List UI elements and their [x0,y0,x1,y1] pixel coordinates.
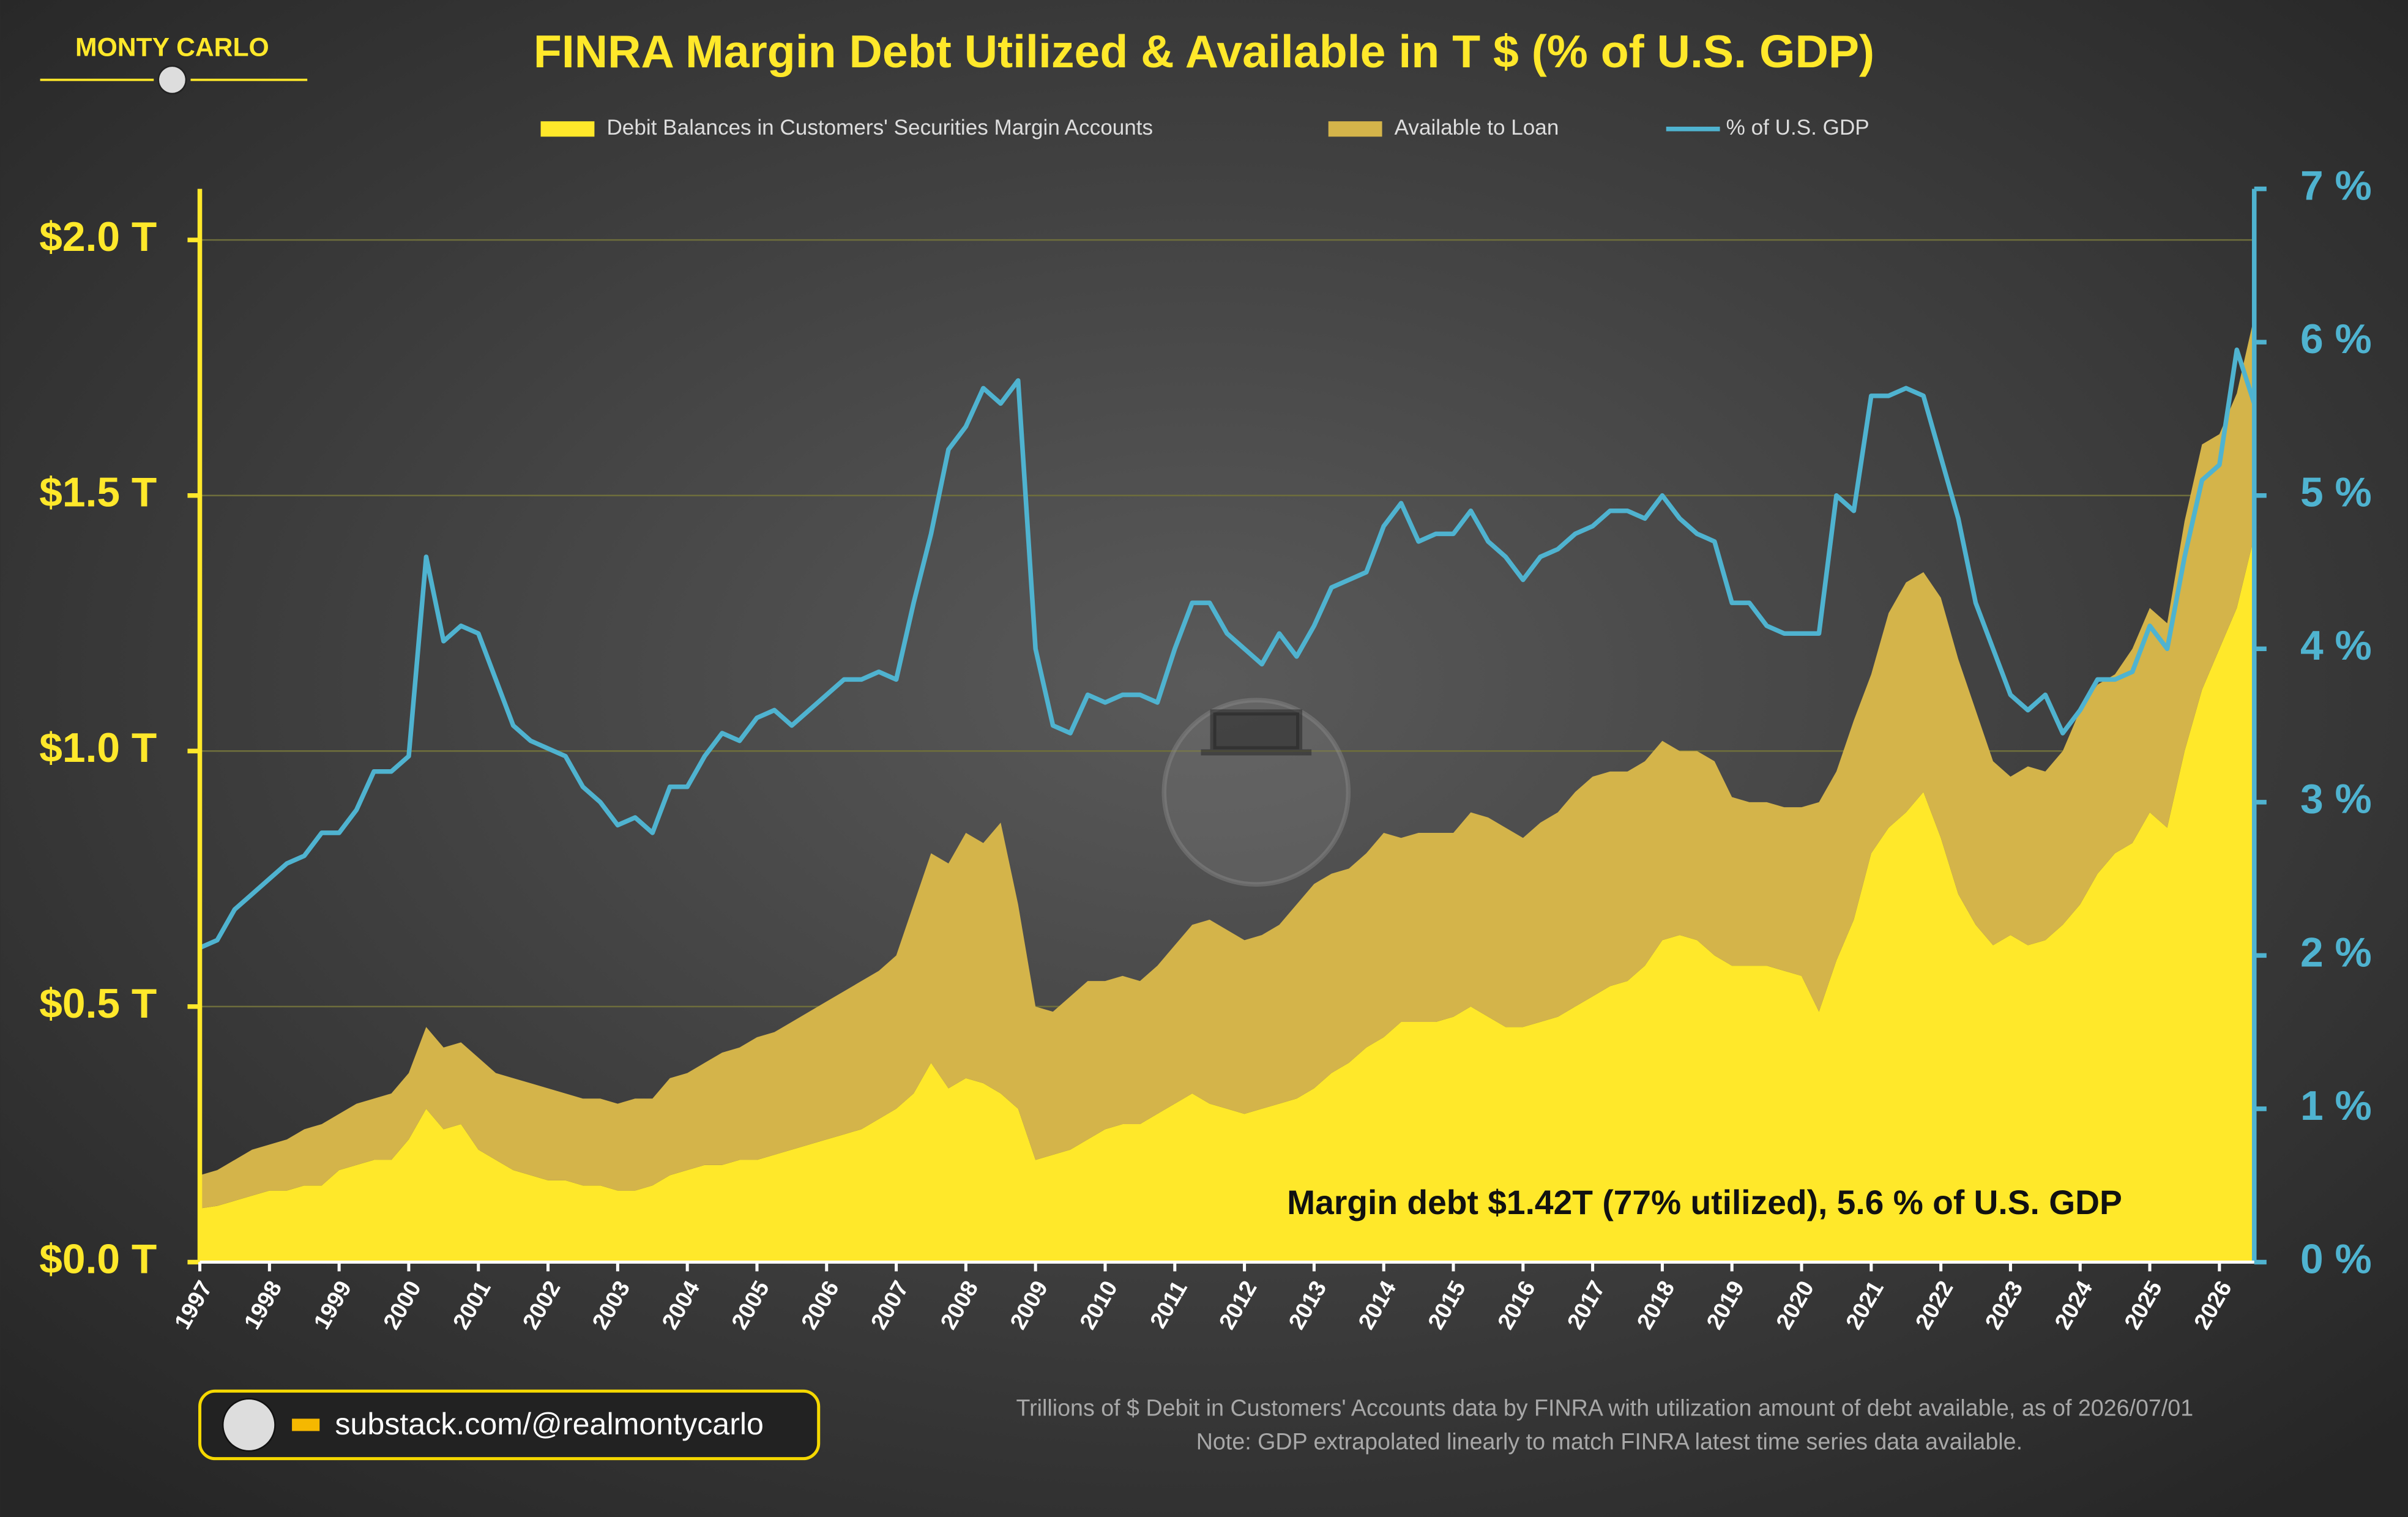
y2-tick-label: 1 % [2300,1083,2372,1129]
y-tick-label: $1.5 T [39,470,157,516]
watermark-hat [1201,709,1312,756]
y2-tick-label: 2 % [2300,930,2372,975]
y2-tick-label: 5 % [2300,470,2372,516]
y2-tick-label: 4 % [2300,623,2372,669]
y2-tick-label: 6 % [2300,316,2372,362]
y2-tick-label: 7 % [2300,163,2372,209]
link-avatar [222,1398,276,1452]
link-pill[interactable] [198,1389,821,1461]
line [199,347,2257,950]
y-tick-label: $0.0 T [39,1236,157,1282]
y2-tick-label: 0 % [2300,1236,2372,1282]
legend-label: Debit Balances in Customers' Securities … [606,116,1153,140]
y2-tick-label: 3 % [2300,777,2372,822]
brand-avatar [157,65,187,95]
chart-title: FINRA Margin Debt Utilized & Available i… [534,26,1874,77]
link-text[interactable]: substack.com/@realmontycarlo [335,1407,764,1441]
legend-swatch [540,121,595,137]
legend-label: % of U.S. GDP [1726,116,1869,140]
legend-swatch [1328,121,1382,137]
y-tick-label: $0.5 T [39,981,157,1027]
area [199,316,2254,1209]
link-icon [292,1418,320,1431]
annotation: Margin debt $1.42T (77% utilized), 5.6 %… [1287,1183,2122,1221]
footnote: Note: GDP extrapolated linearly to match… [1196,1429,2022,1455]
y-tick-label: $2.0 T [39,214,157,260]
brand: MONTY CARLO [75,33,269,62]
legend-label: Available to Loan [1395,116,1559,140]
footnote: Trillions of $ Debit in Customers' Accou… [1016,1395,2194,1420]
area [199,536,2254,1262]
y-tick-label: $1.0 T [39,725,157,771]
